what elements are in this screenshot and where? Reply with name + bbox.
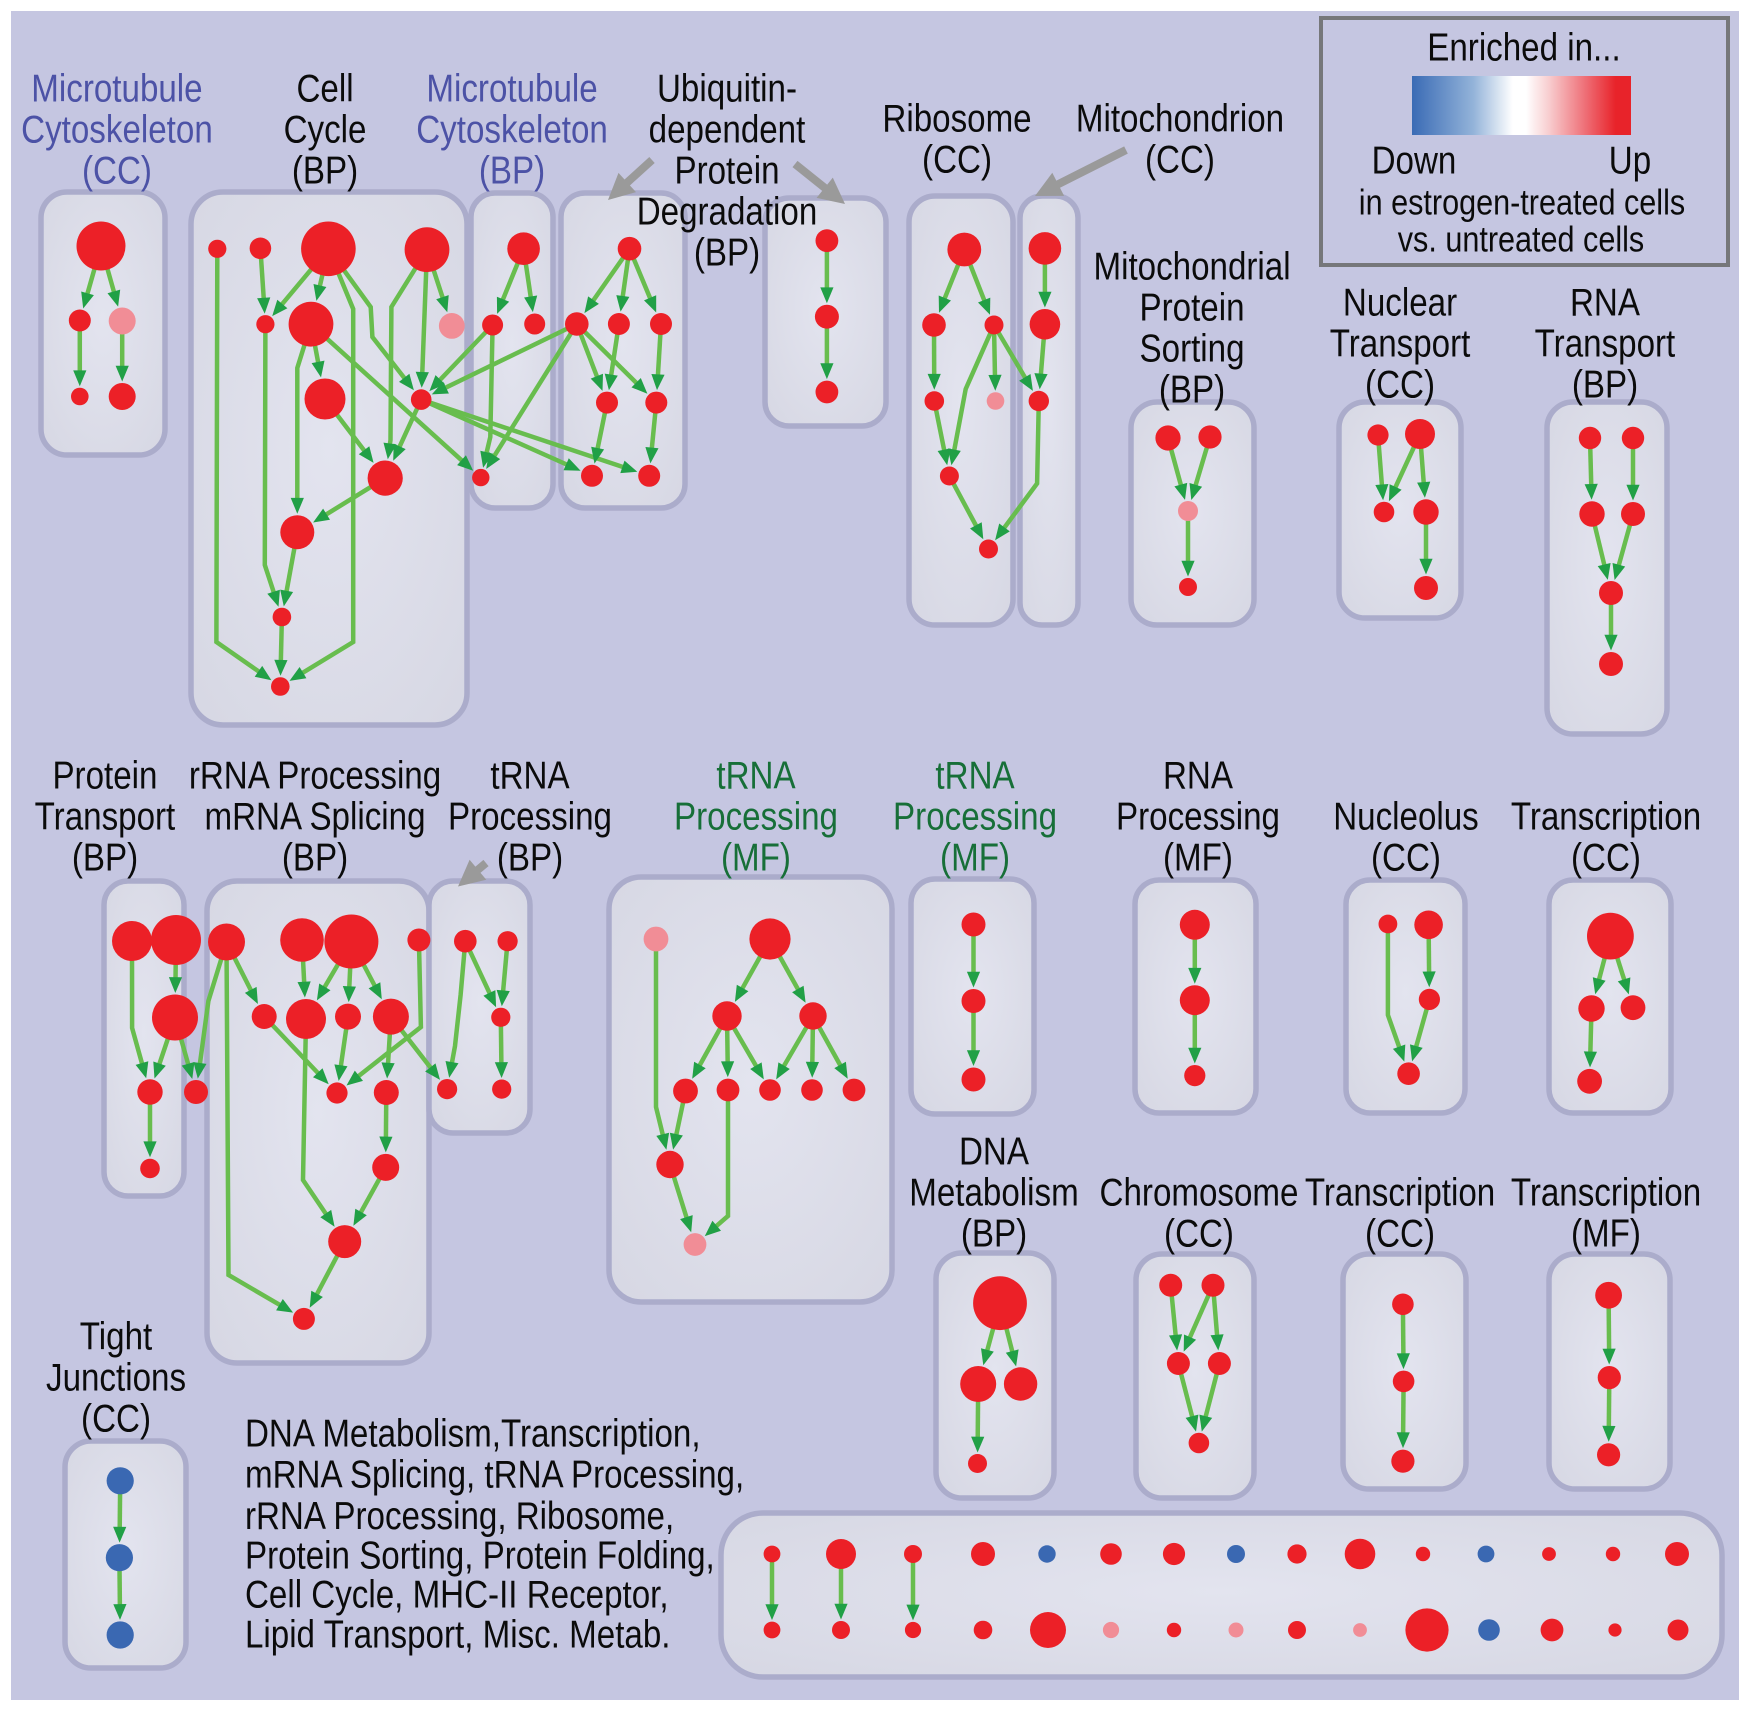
svg-text:(MF): (MF): [1163, 835, 1233, 879]
svg-text:Processing: Processing: [448, 794, 612, 838]
svg-text:dependent: dependent: [649, 107, 806, 151]
svg-text:Processing: Processing: [893, 794, 1057, 838]
svg-text:rRNA Processing, Ribosome,: rRNA Processing, Ribosome,: [245, 1494, 674, 1538]
svg-text:(CC): (CC): [1371, 835, 1441, 879]
svg-text:DNA Metabolism,Transcription,: DNA Metabolism,Transcription,: [245, 1411, 701, 1455]
svg-text:Ubiquitin-: Ubiquitin-: [657, 66, 797, 110]
svg-text:Nucleolus: Nucleolus: [1333, 794, 1479, 838]
svg-text:Up: Up: [1609, 138, 1651, 182]
svg-text:(CC): (CC): [81, 1396, 151, 1440]
svg-text:Microtubule: Microtubule: [426, 66, 597, 110]
svg-text:(MF): (MF): [1571, 1211, 1641, 1255]
svg-text:(CC): (CC): [1365, 1211, 1435, 1255]
svg-text:Cytoskeleton: Cytoskeleton: [416, 107, 608, 151]
svg-text:Tight: Tight: [80, 1314, 152, 1358]
svg-text:(BP): (BP): [479, 148, 545, 192]
svg-text:Transport: Transport: [35, 794, 176, 838]
svg-text:Down: Down: [1372, 138, 1457, 182]
svg-text:Cytoskeleton: Cytoskeleton: [21, 107, 213, 151]
svg-text:Degradation: Degradation: [637, 189, 818, 233]
svg-text:mRNA Splicing, tRNA Processing: mRNA Splicing, tRNA Processing,: [245, 1452, 744, 1496]
svg-text:Protein: Protein: [1140, 285, 1245, 329]
svg-text:(BP): (BP): [72, 835, 138, 879]
svg-text:Enriched in...: Enriched in...: [1427, 25, 1620, 69]
svg-text:(BP): (BP): [961, 1211, 1027, 1255]
svg-text:(CC): (CC): [82, 148, 152, 192]
svg-text:(MF): (MF): [940, 835, 1010, 879]
svg-text:Nuclear: Nuclear: [1343, 280, 1457, 324]
svg-text:Lipid Transport, Misc. Metab.: Lipid Transport, Misc. Metab.: [245, 1612, 671, 1656]
svg-text:Junctions: Junctions: [46, 1355, 186, 1399]
svg-text:Ribosome: Ribosome: [882, 96, 1031, 140]
svg-text:(BP): (BP): [1159, 367, 1225, 411]
svg-text:Transcription: Transcription: [1305, 1170, 1495, 1214]
svg-text:Transcription: Transcription: [1511, 794, 1701, 838]
svg-text:(BP): (BP): [694, 230, 760, 274]
svg-text:Processing: Processing: [1116, 794, 1280, 838]
svg-text:mRNA Splicing: mRNA Splicing: [204, 794, 425, 838]
svg-text:Protein: Protein: [52, 753, 157, 797]
svg-text:tRNA: tRNA: [490, 753, 570, 797]
svg-text:(CC): (CC): [922, 137, 992, 181]
svg-text:Transport: Transport: [1535, 321, 1676, 365]
svg-text:DNA: DNA: [959, 1129, 1030, 1173]
svg-text:(CC): (CC): [1571, 835, 1641, 879]
svg-text:Processing: Processing: [674, 794, 838, 838]
svg-text:in estrogen-treated cells: in estrogen-treated cells: [1359, 183, 1685, 223]
svg-text:(BP): (BP): [292, 148, 358, 192]
svg-text:rRNA Processing: rRNA Processing: [189, 753, 441, 797]
svg-text:(CC): (CC): [1164, 1211, 1234, 1255]
svg-text:Protein: Protein: [674, 148, 779, 192]
svg-text:Mitochondrial: Mitochondrial: [1093, 244, 1290, 288]
svg-text:Cell: Cell: [296, 66, 353, 110]
svg-text:vs. untreated cells: vs. untreated cells: [1398, 220, 1644, 260]
svg-text:(BP): (BP): [497, 835, 563, 879]
svg-text:tRNA: tRNA: [716, 753, 796, 797]
svg-text:Cycle: Cycle: [284, 107, 367, 151]
svg-text:Microtubule: Microtubule: [31, 66, 202, 110]
svg-text:Metabolism: Metabolism: [909, 1170, 1078, 1214]
svg-text:RNA: RNA: [1570, 280, 1641, 324]
svg-text:(MF): (MF): [721, 835, 791, 879]
svg-text:(BP): (BP): [282, 835, 348, 879]
svg-text:Sorting: Sorting: [1140, 326, 1245, 370]
svg-text:Chromosome: Chromosome: [1100, 1170, 1299, 1214]
svg-text:(CC): (CC): [1145, 137, 1215, 181]
svg-text:(BP): (BP): [1572, 362, 1638, 406]
svg-text:Mitochondrion: Mitochondrion: [1076, 96, 1284, 140]
svg-text:(CC): (CC): [1365, 362, 1435, 406]
svg-text:tRNA: tRNA: [935, 753, 1015, 797]
svg-text:Transcription: Transcription: [1511, 1170, 1701, 1214]
svg-text:Transport: Transport: [1330, 321, 1471, 365]
svg-text:RNA: RNA: [1163, 753, 1234, 797]
svg-text:Cell Cycle, MHC-II Receptor,: Cell Cycle, MHC-II Receptor,: [245, 1572, 669, 1616]
svg-text:Protein Sorting, Protein Foldi: Protein Sorting, Protein Folding,: [245, 1533, 715, 1577]
